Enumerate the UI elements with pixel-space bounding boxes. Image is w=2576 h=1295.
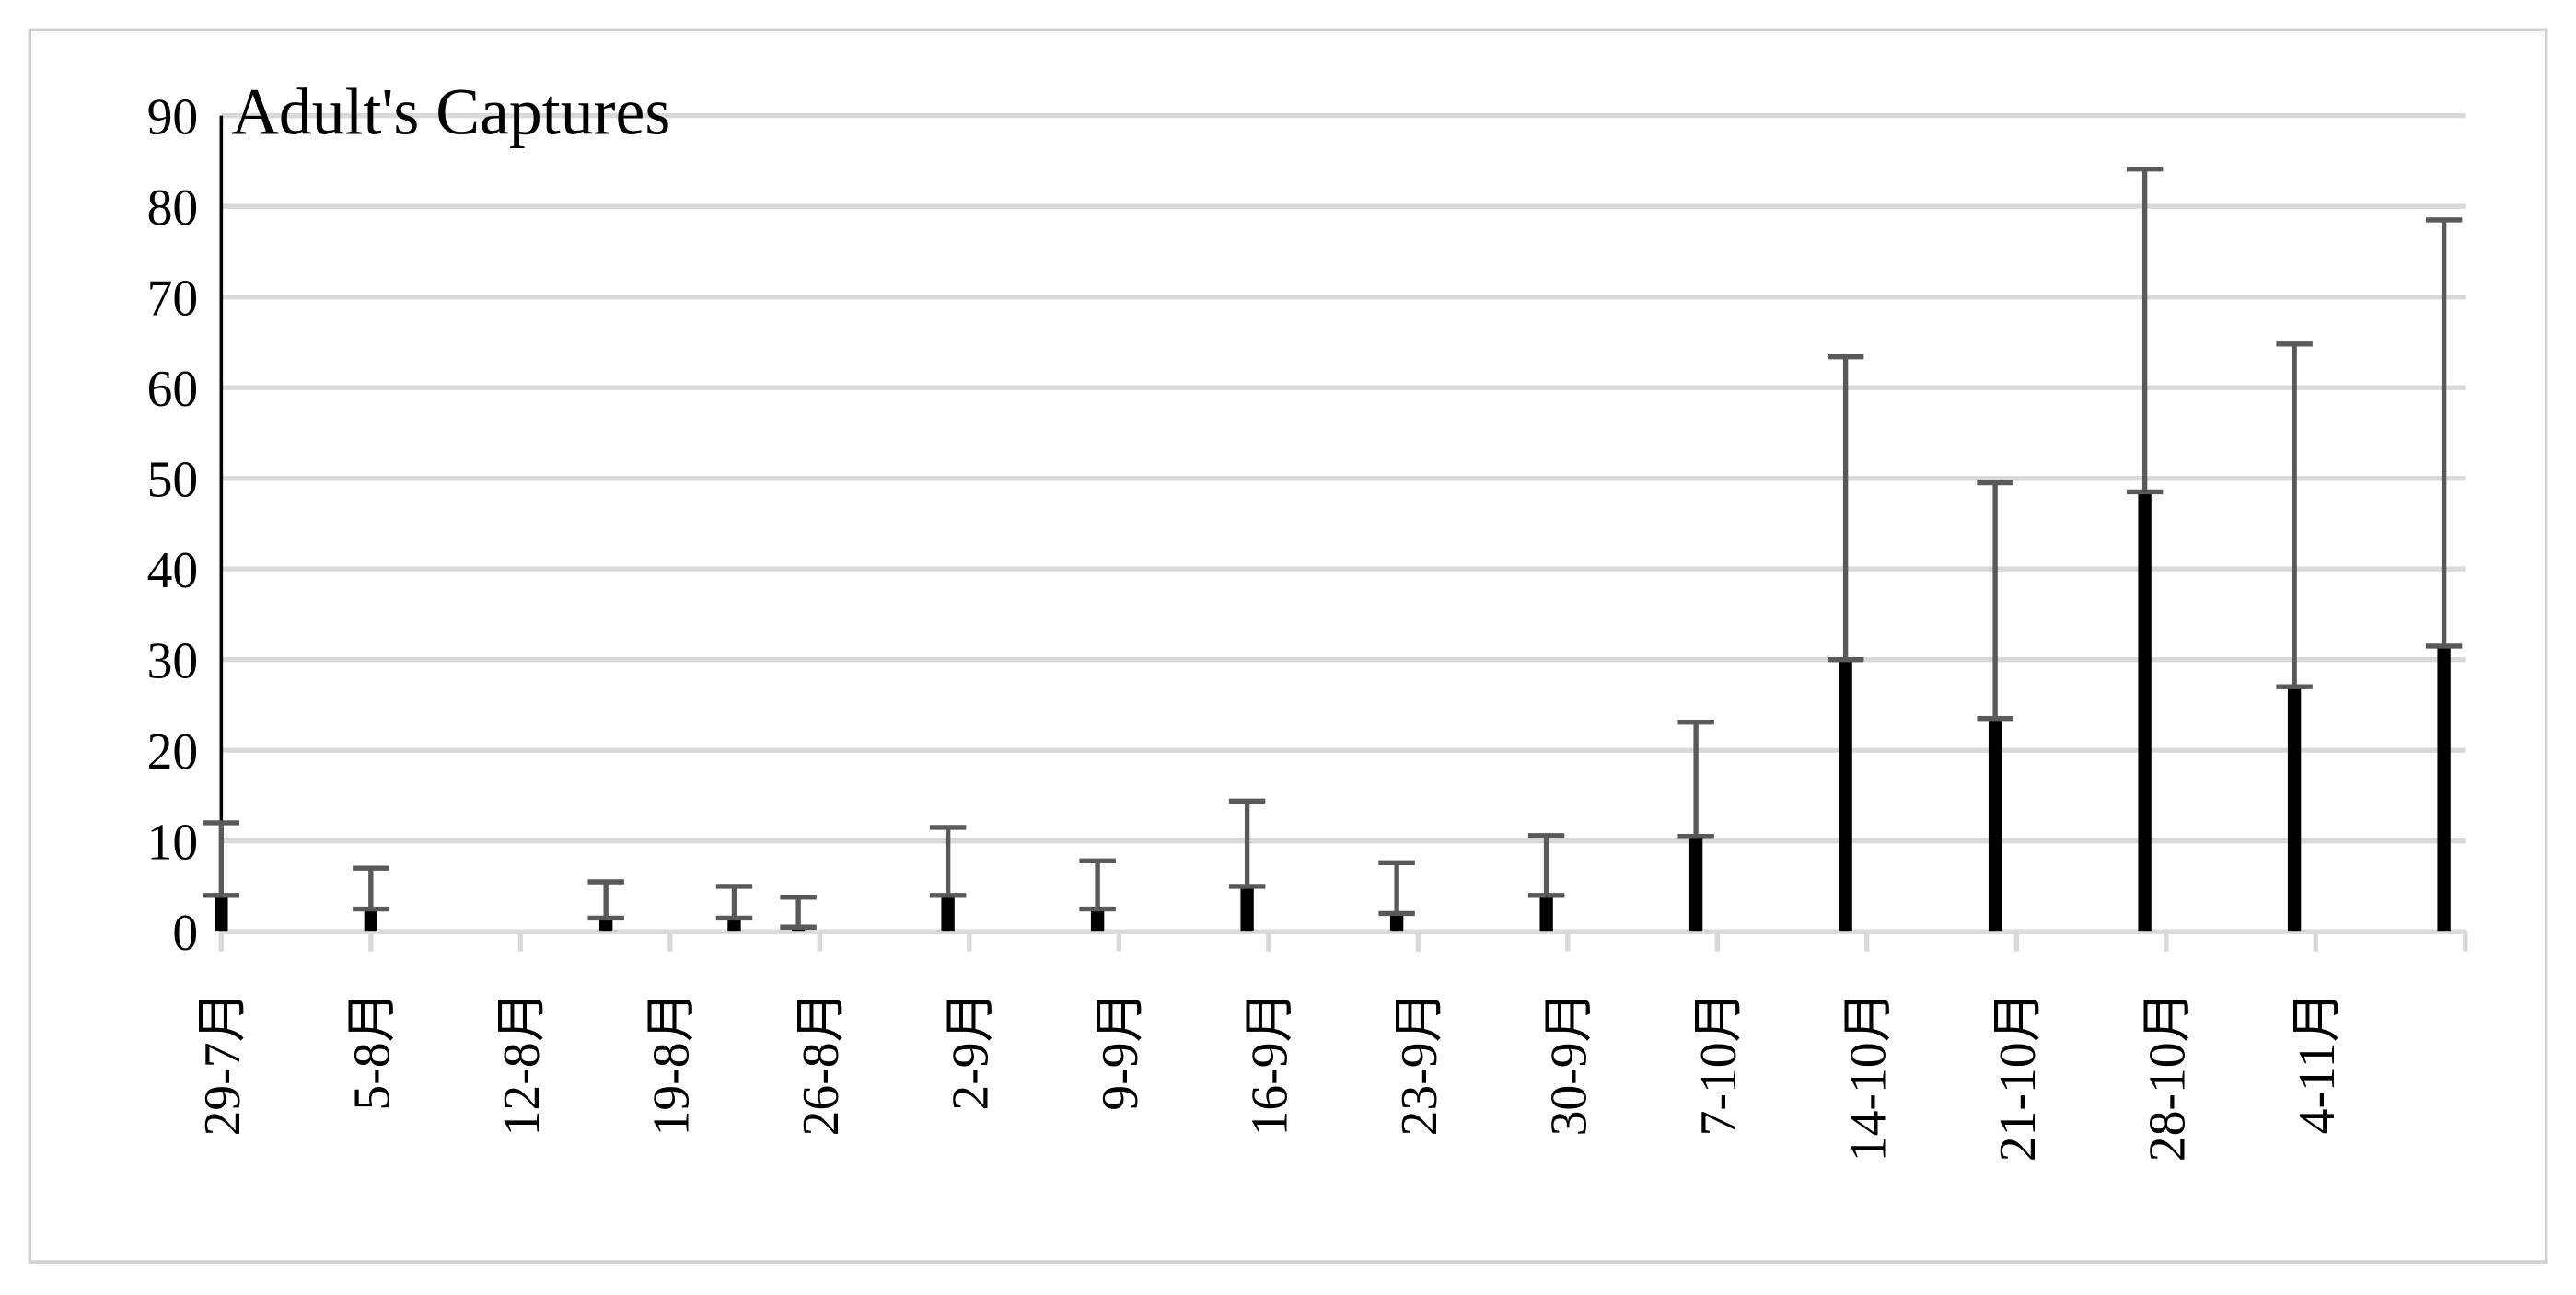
error-bar [587, 879, 624, 921]
bar [1539, 895, 1553, 932]
x-tick-label: 7-10月 [1690, 991, 1747, 1137]
y-tick-label: 70 [147, 270, 199, 327]
error-bar [1378, 860, 1415, 917]
error-bar [715, 884, 753, 921]
bar [2138, 491, 2152, 932]
error-bar [929, 825, 967, 898]
x-tick-label: 19-8月 [644, 991, 701, 1137]
x-tick-label: 16-9月 [1242, 991, 1299, 1137]
error-bar [203, 820, 240, 898]
error-bar [1827, 353, 1864, 663]
chart-title: Adult's Captures [231, 75, 670, 148]
bar [1090, 908, 1105, 932]
error-bar [1228, 798, 1266, 889]
bar [1389, 913, 1404, 932]
x-tick-label: 5-8月 [344, 991, 401, 1111]
bar [599, 918, 613, 932]
error-bar [1677, 719, 1714, 839]
x-tick-label: 28-10月 [2140, 991, 2197, 1162]
bar [727, 918, 741, 932]
bar [215, 895, 228, 932]
chart-border [28, 28, 2548, 1264]
y-tick-label: 40 [147, 542, 199, 599]
error-bar [1527, 833, 1565, 898]
error-bar [2126, 167, 2164, 495]
x-tick-label: 30-9月 [1541, 991, 1598, 1137]
bar [1240, 885, 1254, 932]
error-bar [780, 895, 817, 930]
error-bar [2276, 341, 2313, 689]
y-tick-label: 90 [147, 88, 199, 145]
bar [2287, 687, 2302, 932]
y-tick-label: 10 [147, 814, 199, 871]
x-tick-label: 4-11月 [2289, 991, 2346, 1135]
bar [2437, 645, 2451, 932]
y-tick-label: 50 [147, 451, 199, 508]
error-bar [1079, 858, 1116, 912]
x-tick-label: 21-10月 [1990, 991, 2047, 1162]
y-tick-label: 0 [172, 905, 198, 962]
x-tick-label: 29-7月 [194, 991, 251, 1137]
bar [1688, 836, 1703, 932]
y-tick-label: 60 [147, 361, 199, 418]
bar [1839, 659, 1852, 932]
x-tick-label: 23-9月 [1391, 991, 1448, 1137]
y-tick-label: 30 [147, 632, 199, 689]
x-tick-label: 12-8月 [493, 991, 551, 1137]
bar [941, 895, 955, 932]
y-tick-label: 80 [147, 179, 199, 237]
error-bar [353, 865, 389, 912]
error-bar [2425, 217, 2463, 649]
bar [364, 908, 378, 932]
x-tick-label: 9-9月 [1092, 991, 1149, 1111]
y-tick-label: 20 [147, 723, 199, 780]
x-tick-label: 26-8月 [793, 991, 850, 1137]
x-tick-label: 2-9月 [943, 991, 1000, 1111]
x-tick-label: 14-10月 [1840, 991, 1897, 1162]
error-bar [1977, 480, 2013, 722]
bar [1988, 718, 2002, 932]
